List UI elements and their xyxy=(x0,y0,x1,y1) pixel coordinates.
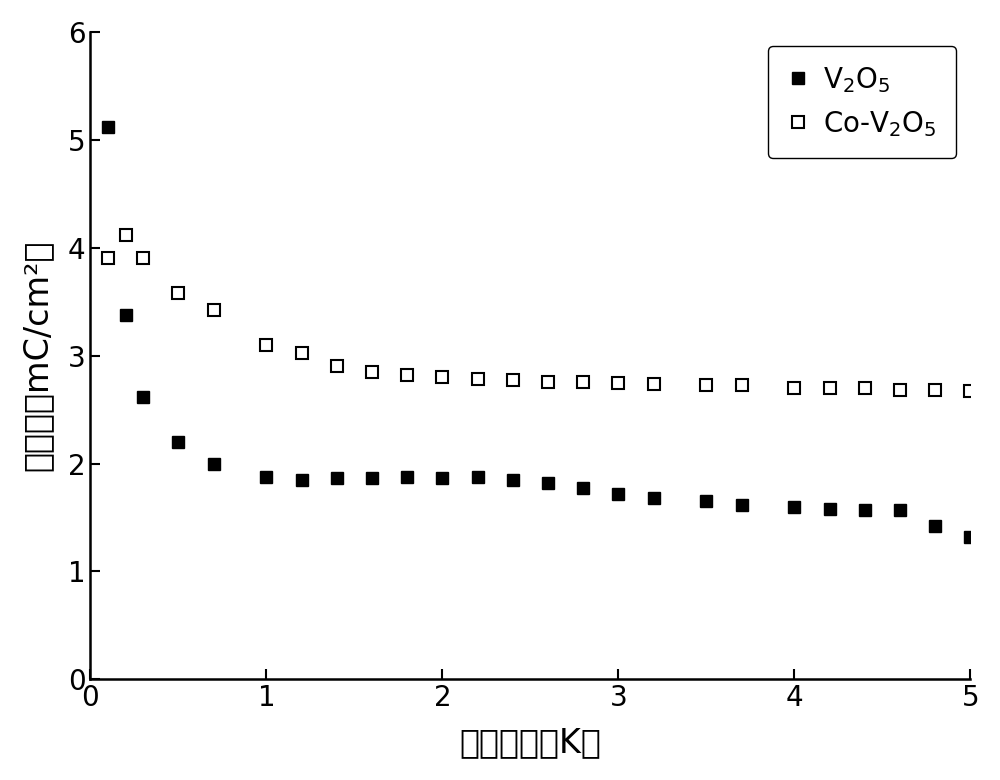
Co-V$_2$O$_5$ xyxy=(366,367,378,377)
Co-V$_2$O$_5$ xyxy=(542,377,554,386)
V$_2$O$_5$ xyxy=(120,310,132,319)
Co-V$_2$O$_5$ xyxy=(260,340,272,349)
V$_2$O$_5$ xyxy=(436,473,448,482)
Co-V$_2$O$_5$ xyxy=(436,373,448,382)
Co-V$_2$O$_5$ xyxy=(700,380,712,389)
Co-V$_2$O$_5$ xyxy=(296,349,308,358)
Co-V$_2$O$_5$ xyxy=(120,230,132,239)
Co-V$_2$O$_5$ xyxy=(648,379,660,388)
V$_2$O$_5$ xyxy=(401,472,413,481)
Co-V$_2$O$_5$ xyxy=(859,383,871,392)
V$_2$O$_5$ xyxy=(296,475,308,484)
V$_2$O$_5$ xyxy=(260,472,272,481)
V$_2$O$_5$ xyxy=(824,504,836,513)
V$_2$O$_5$ xyxy=(894,505,906,515)
V$_2$O$_5$ xyxy=(507,475,519,484)
Line: Co-V$_2$O$_5$: Co-V$_2$O$_5$ xyxy=(102,229,977,398)
V$_2$O$_5$ xyxy=(172,438,184,447)
V$_2$O$_5$ xyxy=(542,478,554,488)
Co-V$_2$O$_5$ xyxy=(824,383,836,392)
Co-V$_2$O$_5$ xyxy=(137,254,149,263)
V$_2$O$_5$ xyxy=(577,484,589,493)
Co-V$_2$O$_5$ xyxy=(894,385,906,395)
V$_2$O$_5$ xyxy=(964,532,976,541)
Co-V$_2$O$_5$ xyxy=(612,378,624,388)
Co-V$_2$O$_5$ xyxy=(331,362,343,371)
Co-V$_2$O$_5$ xyxy=(102,254,114,263)
Legend: V$_2$O$_5$, Co-V$_2$O$_5$: V$_2$O$_5$, Co-V$_2$O$_5$ xyxy=(768,46,956,158)
Co-V$_2$O$_5$ xyxy=(964,387,976,396)
V$_2$O$_5$ xyxy=(612,489,624,498)
Co-V$_2$O$_5$ xyxy=(472,374,484,384)
Co-V$_2$O$_5$ xyxy=(507,376,519,385)
V$_2$O$_5$ xyxy=(137,392,149,402)
Co-V$_2$O$_5$ xyxy=(929,385,941,395)
V$_2$O$_5$ xyxy=(736,500,748,509)
Co-V$_2$O$_5$ xyxy=(401,370,413,380)
V$_2$O$_5$ xyxy=(331,473,343,482)
V$_2$O$_5$ xyxy=(929,522,941,531)
Co-V$_2$O$_5$ xyxy=(172,289,184,298)
Line: V$_2$O$_5$: V$_2$O$_5$ xyxy=(102,121,977,543)
V$_2$O$_5$ xyxy=(859,505,871,515)
V$_2$O$_5$ xyxy=(472,472,484,481)
V$_2$O$_5$ xyxy=(366,473,378,482)
V$_2$O$_5$ xyxy=(102,122,114,132)
X-axis label: 循环次数（K）: 循环次数（K） xyxy=(459,726,601,759)
Co-V$_2$O$_5$ xyxy=(208,306,220,315)
V$_2$O$_5$ xyxy=(648,494,660,503)
V$_2$O$_5$ xyxy=(788,502,800,512)
V$_2$O$_5$ xyxy=(700,497,712,506)
V$_2$O$_5$ xyxy=(208,459,220,468)
Y-axis label: 电荷量（mC/cm²）: 电荷量（mC/cm²） xyxy=(21,240,54,471)
Co-V$_2$O$_5$ xyxy=(788,383,800,392)
Co-V$_2$O$_5$ xyxy=(736,380,748,389)
Co-V$_2$O$_5$ xyxy=(577,377,589,386)
